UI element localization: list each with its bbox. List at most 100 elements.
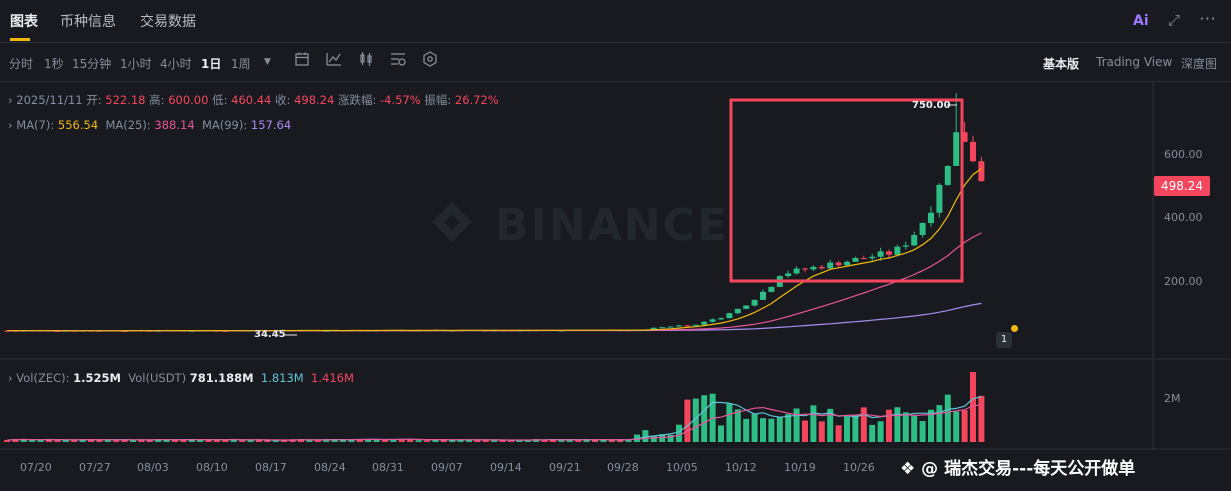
volume-bar <box>424 440 430 442</box>
volume-info-row: › Vol(ZEC): 1.525M Vol(USDT) 781.188M 1.… <box>8 371 354 385</box>
volume-bar <box>911 415 918 442</box>
volume-bar <box>659 434 666 442</box>
candle-body <box>743 305 750 309</box>
candle-body <box>659 327 666 329</box>
candle-body <box>936 184 943 213</box>
candlestick-chart[interactable] <box>0 82 1231 491</box>
view-depth[interactable]: 深度图 <box>1181 57 1218 71</box>
volume-bar <box>776 416 783 442</box>
volume-bar <box>113 440 120 442</box>
timeframe-timeline[interactable]: 分时 <box>9 57 34 71</box>
candle-body <box>970 141 976 162</box>
candle-body <box>894 246 901 255</box>
candle-type-icon[interactable] <box>358 51 374 67</box>
volume-bar <box>575 439 582 442</box>
volume-bar <box>533 439 540 442</box>
volume-bar <box>46 439 52 442</box>
date-axis-label: 07/20 <box>20 461 52 474</box>
candle-body <box>709 319 716 322</box>
volume-bar <box>331 439 338 442</box>
view-tradingview[interactable]: Trading View <box>1096 55 1173 69</box>
more-icon[interactable]: ⋯ <box>1199 9 1216 29</box>
timeframe-1w[interactable]: 1周 <box>231 57 251 71</box>
tab-chart[interactable]: 图表 <box>10 14 38 30</box>
watermark-logo-icon: ❖ @ <box>900 459 945 479</box>
volume-bar <box>902 412 909 442</box>
collapse-chevron-icon[interactable]: › <box>8 93 13 107</box>
ma-collapse-chevron-icon[interactable]: › <box>8 118 13 132</box>
footer-watermark-text: 瑞杰交易---每天公开做单 <box>944 459 1136 479</box>
timeframe-1h[interactable]: 1小时 <box>120 57 152 71</box>
calendar-icon[interactable] <box>294 51 310 67</box>
volume-bar <box>20 439 27 442</box>
volume-bar <box>29 440 36 442</box>
volume-bar <box>130 439 136 442</box>
open-label: 开: <box>86 93 102 107</box>
volume-bar <box>953 411 960 442</box>
ohlc-date: 2025/11/11 <box>16 93 83 107</box>
volume-bar <box>583 439 590 442</box>
timeframe-dropdown-icon[interactable]: ▼ <box>264 57 271 67</box>
candle-body <box>54 330 61 332</box>
volume-collapse-chevron-icon[interactable]: › <box>8 371 13 385</box>
candle-body <box>121 330 128 332</box>
ai-icon[interactable]: Ai <box>1133 13 1149 29</box>
chart-settings-icon[interactable] <box>390 51 406 67</box>
timeframe-15m[interactable]: 15分钟 <box>72 57 112 71</box>
amplitude-value: 26.72% <box>454 93 499 107</box>
date-axis-label: 10/26 <box>843 461 875 474</box>
candle-body <box>919 222 926 236</box>
volume-bar <box>592 439 598 442</box>
timeframe-1s[interactable]: 1秒 <box>44 57 64 71</box>
candle-body <box>860 258 867 260</box>
volume-bar <box>390 439 397 442</box>
volume-bar <box>256 439 262 442</box>
volume-bar <box>944 394 951 442</box>
volume-bar <box>222 439 229 442</box>
volume-bar <box>676 424 682 442</box>
volume-bar <box>919 421 926 442</box>
volume-bar <box>62 440 69 442</box>
candle-body <box>844 261 850 266</box>
volume-bar <box>474 439 481 442</box>
price-axis-label: 600.00 <box>1164 148 1203 161</box>
tab-trading-data[interactable]: 交易数据 <box>140 14 196 30</box>
expand-icon[interactable]: ⤢ <box>1168 11 1181 29</box>
vol-usdt-value: 781.188M <box>189 371 254 385</box>
timeframe-4h[interactable]: 4小时 <box>160 57 192 71</box>
volume-bar <box>936 405 943 442</box>
volume-bar <box>264 440 271 442</box>
volume-bar <box>818 421 825 442</box>
highlight-rectangle <box>729 98 964 283</box>
timeframe-1d[interactable]: 1日 <box>201 57 222 71</box>
ma25-value: 388.14 <box>154 118 195 132</box>
volume-bar <box>197 439 204 442</box>
change-label: 涨跌幅: <box>337 93 377 107</box>
view-basic[interactable]: 基本版 <box>1043 57 1080 71</box>
candle-body <box>978 161 985 182</box>
candle-body <box>718 318 724 320</box>
volume-bar <box>348 439 355 442</box>
volume-bar <box>298 439 304 442</box>
volume-bar <box>566 439 573 442</box>
candle-body <box>944 165 951 185</box>
high-label: 高: <box>149 93 165 107</box>
gear-icon[interactable] <box>422 51 438 67</box>
candle-body <box>667 326 674 328</box>
high-marker-label: 750.00 <box>912 100 951 111</box>
calendar-event-icon[interactable]: 1 <box>996 332 1012 348</box>
volume-bar <box>844 415 850 442</box>
indicator-icon[interactable] <box>326 51 342 67</box>
volume-bar <box>558 440 565 442</box>
date-axis-label: 10/05 <box>666 461 698 474</box>
ma99-label: MA(99): <box>201 118 248 132</box>
ohlc-info-row: › 2025/11/11 开: 522.18 高: 600.00 低: 460.… <box>8 92 499 108</box>
volume-bar <box>886 409 892 442</box>
date-axis-label: 09/21 <box>549 461 581 474</box>
date-axis-label: 10/12 <box>725 461 757 474</box>
volume-bar <box>751 413 758 442</box>
tab-coin-info[interactable]: 币种信息 <box>60 14 116 30</box>
volume-bar <box>760 418 766 442</box>
low-value: 460.44 <box>231 93 272 107</box>
candle-body <box>953 132 960 166</box>
